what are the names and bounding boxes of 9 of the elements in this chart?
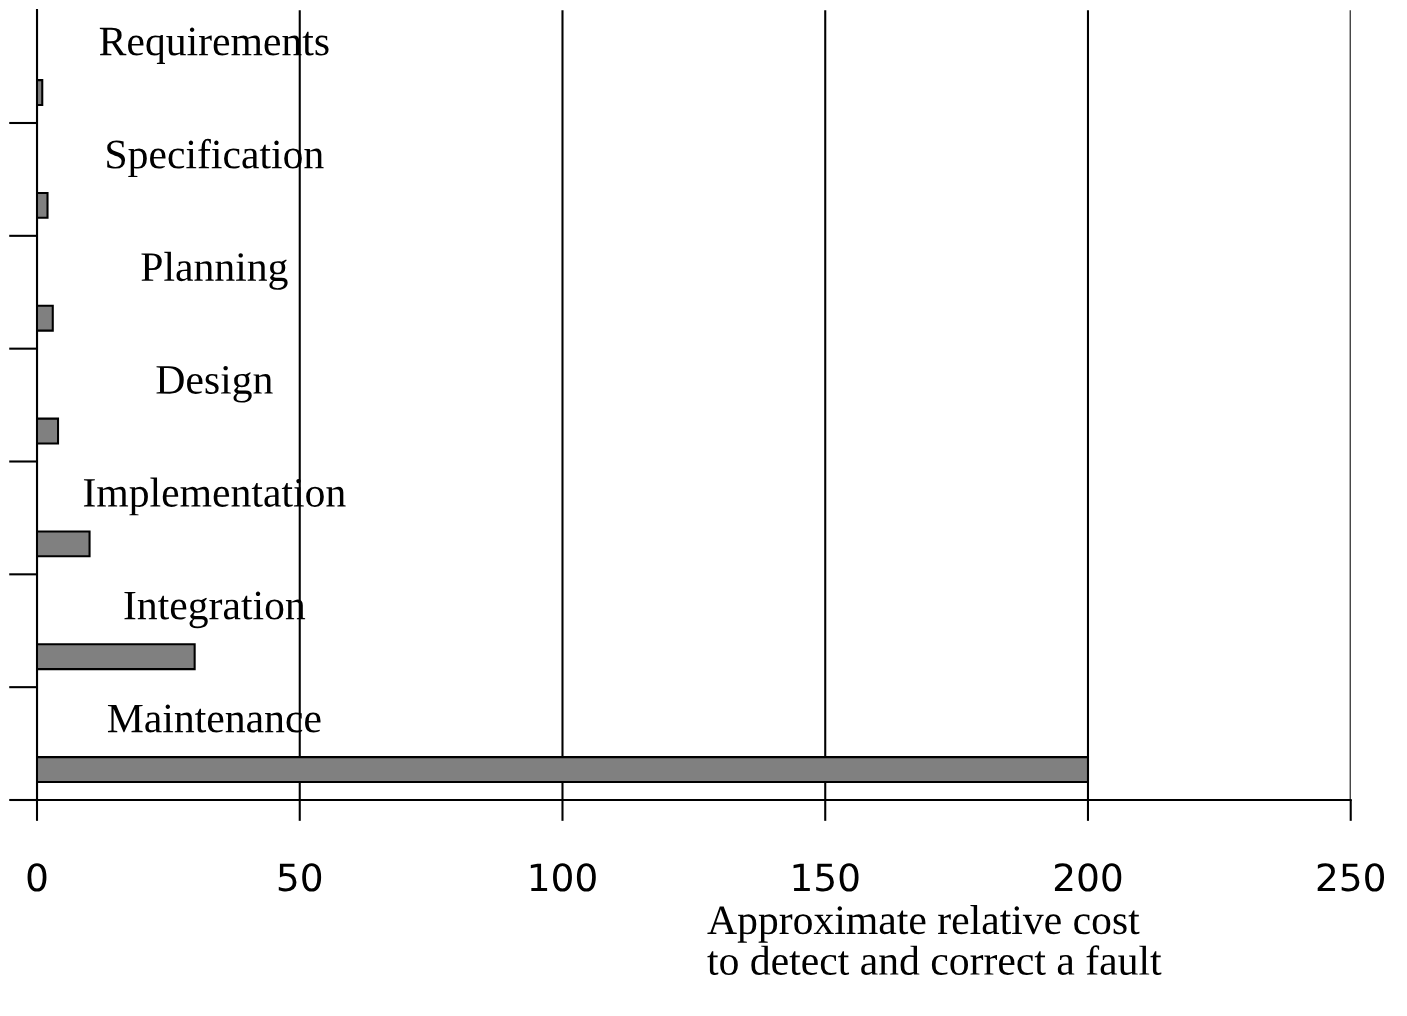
x-tick-label: 100: [530, 863, 596, 892]
x-tick-label: 150: [793, 863, 859, 892]
x-axis-title: Approximate relative cost to detect and correct a fault: [707, 905, 1162, 975]
x-tick-label: 200: [1054, 863, 1122, 892]
x-tick-label: 250: [1317, 863, 1385, 892]
x-tick-label: 0: [27, 863, 47, 892]
x-tick-label: 50: [278, 863, 322, 892]
y-tick-label: Design: [156, 365, 273, 403]
y-tick-label: Planning: [141, 251, 288, 290]
